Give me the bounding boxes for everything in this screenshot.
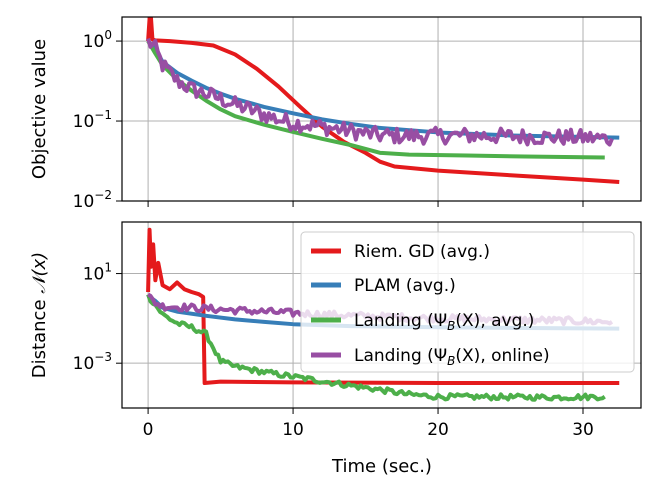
legend-label-landing-online: Landing (ΨB(X), online) <box>354 346 550 368</box>
legend-entry-landing-online: Landing (ΨB(X), online) <box>311 346 550 368</box>
top-series-riem-gd-avg <box>146 17 620 184</box>
x-tick-label: 10 <box>282 420 304 440</box>
legend-label-riem: Riem. GD (avg.) <box>354 242 490 262</box>
distance-yticks: 10−3 101 <box>73 261 122 374</box>
distance-xticks: 0 10 20 30 <box>143 408 594 440</box>
top-series-landing-b-x-online <box>146 38 614 147</box>
objective-xticks <box>147 201 584 207</box>
legend-label-plam: PLAM (avg.) <box>354 276 456 296</box>
y-tick-label: 10−2 <box>73 188 112 212</box>
objective-frame <box>121 16 642 202</box>
y-tick-label: 10−3 <box>73 350 112 374</box>
x-tick-label: 0 <box>143 420 154 440</box>
legend-entry-riem: Riem. GD (avg.) <box>311 242 490 262</box>
legend-entry-plam: PLAM (avg.) <box>311 276 456 296</box>
x-tick-label: 20 <box>427 420 449 440</box>
legend-entry-landing-avg: Landing (ΨB(X), avg.) <box>311 311 534 333</box>
x-tick-label: 30 <box>572 420 594 440</box>
objective-series <box>146 17 620 184</box>
y-tick-label: 10−1 <box>73 108 112 132</box>
y-tick-label: 100 <box>83 28 112 52</box>
x-axis-label: Time (sec.) <box>331 456 432 477</box>
legend: Riem. GD (avg.) PLAM (avg.) Landing (ΨB(… <box>300 231 635 373</box>
bottom-series-landing-b-x-avg <box>146 293 606 402</box>
objective-panel: 10−2 10−1 100 Objective value <box>29 16 642 212</box>
objective-yticks: 10−2 10−1 100 <box>73 28 122 212</box>
objective-ylabel: Objective value <box>29 39 50 179</box>
y-tick-label: 101 <box>83 261 112 285</box>
distance-panel: 10−3 101 0 10 20 30 Distance 𝒩(x) Time (sec.… <box>29 221 642 477</box>
distance-ylabel: Distance 𝒩(x) <box>29 252 50 378</box>
distance-frame <box>121 221 642 409</box>
bottom-series-riem-gd-avg <box>146 227 620 386</box>
legend-label-landing-avg: Landing (ΨB(X), avg.) <box>354 311 534 333</box>
legend-box <box>300 231 635 373</box>
